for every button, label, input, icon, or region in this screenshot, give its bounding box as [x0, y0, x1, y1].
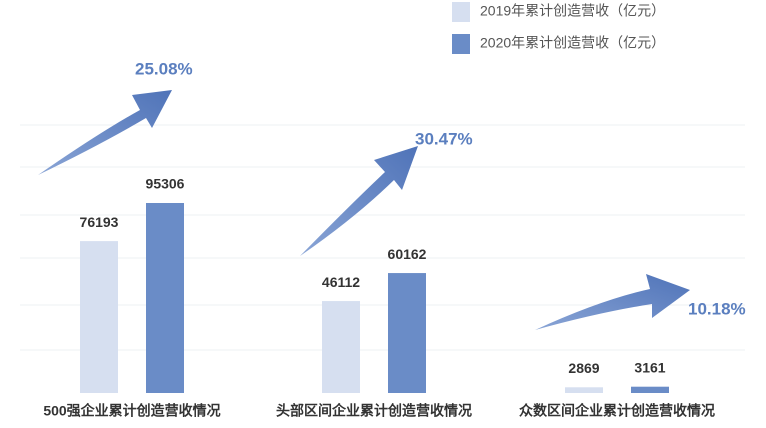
x-tick-label: 头部区间企业累计创造营收情况	[276, 403, 472, 419]
bar	[565, 387, 603, 393]
x-tick-label: 500强企业累计创造营收情况	[43, 403, 220, 419]
bar	[146, 203, 184, 393]
bar	[388, 273, 426, 393]
data-label: 46112	[322, 274, 360, 290]
growth-label: 30.47%	[415, 129, 473, 148]
growth-arrow	[300, 146, 418, 256]
x-tick-label: 众数区间企业累计创造营收情况	[519, 403, 715, 419]
data-label: 3161	[634, 359, 665, 375]
growth-arrow	[38, 90, 172, 175]
grid	[20, 124, 745, 351]
legend-swatch	[452, 34, 470, 54]
legend-label: 2020年累计创造营收（亿元）	[480, 35, 665, 51]
bar	[631, 386, 669, 393]
data-label: 2869	[568, 360, 599, 376]
legend-label: 2019年累计创造营收（亿元）	[480, 3, 665, 19]
growth-label: 10.18%	[688, 299, 746, 318]
growth-label: 25.08%	[135, 59, 193, 78]
bar	[80, 241, 118, 393]
data-label: 95306	[146, 176, 185, 192]
legend-swatch	[452, 2, 470, 22]
growth-arrow	[535, 274, 690, 330]
data-label: 76193	[80, 214, 119, 230]
data-label: 60162	[388, 246, 427, 262]
bar	[322, 301, 360, 393]
